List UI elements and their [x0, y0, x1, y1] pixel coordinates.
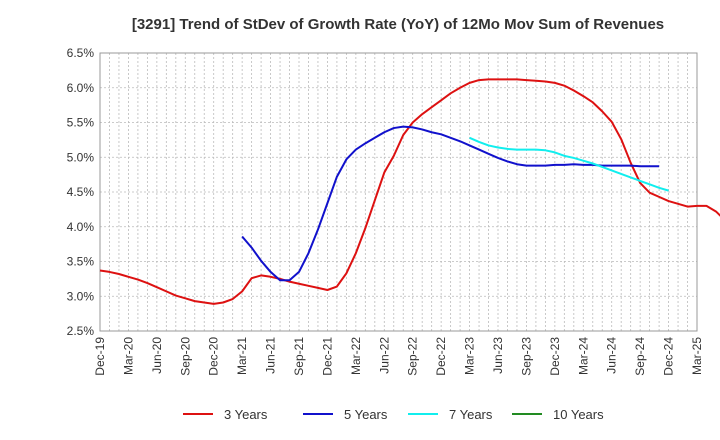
x-axis-ticks: Dec-19 Mar-20 Jun-20 Sep-20 Dec-20 Mar-21 Jun-… [93, 337, 704, 376]
x-tick-label: Sep-23 [519, 337, 533, 376]
y-tick-label: 4.0% [67, 220, 95, 234]
x-tick-label: Jun-23 [491, 337, 505, 374]
chart-title: [3291] Trend of StDev of Growth Rate (Yo… [132, 16, 664, 33]
y-tick-label: 3.0% [67, 289, 95, 303]
y-tick-label: 3.5% [67, 255, 95, 269]
y-tick-label: 5.5% [67, 116, 95, 130]
legend-label: 7 Years [449, 407, 493, 422]
x-tick-label: Sep-22 [406, 337, 420, 376]
y-tick-label: 2.5% [67, 324, 95, 338]
legend: 3 Years 5 Years 7 Years 10 Years [183, 407, 604, 422]
x-tick-label: Sep-21 [292, 337, 306, 376]
x-tick-label: Dec-23 [548, 337, 562, 376]
series-line-7-years [469, 136, 669, 192]
x-tick-label: Sep-20 [178, 337, 192, 376]
x-tick-label: Jun-22 [377, 337, 391, 374]
series-lines [99, 78, 720, 305]
x-tick-label: Mar-24 [576, 337, 590, 375]
series-line-5-years [241, 125, 660, 282]
x-tick-label: Mar-22 [349, 337, 363, 375]
x-tick-label: Jun-21 [264, 337, 278, 374]
x-tick-label: Mar-25 [690, 337, 704, 375]
x-tick-label: Mar-20 [121, 337, 135, 375]
legend-label: 5 Years [344, 407, 388, 422]
x-tick-label: Dec-19 [93, 337, 107, 376]
x-tick-label: Jun-24 [605, 337, 619, 374]
x-tick-label: Mar-21 [235, 337, 249, 375]
x-tick-label: Sep-24 [633, 337, 647, 376]
x-tick-label: Mar-23 [463, 337, 477, 375]
legend-label: 3 Years [224, 407, 268, 422]
y-tick-label: 4.5% [67, 185, 95, 199]
y-axis-ticks: 2.5% 3.0% 3.5% 4.0% 4.5% 5.0% 5.5% 6.0% 6.5% [67, 46, 95, 338]
x-tick-label: Jun-20 [150, 337, 164, 374]
series-line-3-years [99, 78, 720, 305]
x-tick-label: Dec-21 [320, 337, 334, 376]
x-tick-label: Dec-22 [434, 337, 448, 376]
x-tick-label: Dec-24 [662, 337, 676, 376]
legend-label: 10 Years [553, 407, 604, 422]
y-tick-label: 6.0% [67, 81, 95, 95]
plot-frame [99, 52, 698, 332]
y-tick-label: 5.0% [67, 150, 95, 164]
y-tick-label: 6.5% [67, 46, 95, 60]
x-tick-label: Dec-20 [207, 337, 221, 376]
